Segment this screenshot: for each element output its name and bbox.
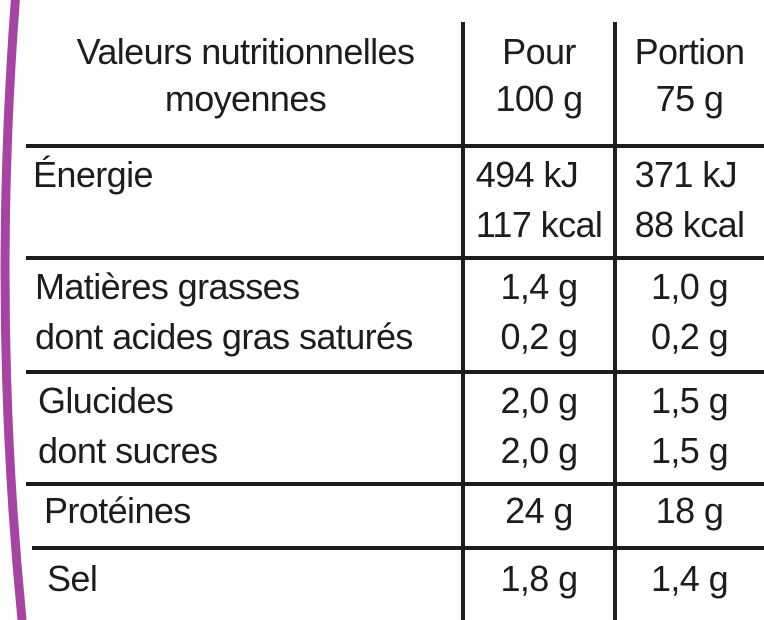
table-row-matieres-grasses: Matières grasses dont acides gras saturé… xyxy=(28,256,764,370)
row-label: Énergie xyxy=(33,154,153,195)
row-sublabel: dont acides gras saturés xyxy=(35,316,413,357)
header-label-cell: Valeurs nutritionnelles moyennes xyxy=(28,0,463,144)
nutrition-table: Valeurs nutritionnelles moyennes Pour 10… xyxy=(28,0,764,620)
row-label-cell: Protéines xyxy=(28,482,463,546)
column-separator-rule xyxy=(613,22,617,620)
table-header-row: Valeurs nutritionnelles moyennes Pour 10… xyxy=(28,0,764,144)
row-label-cell: Sel xyxy=(28,546,463,620)
row-label-cell: Énergie xyxy=(28,144,463,256)
row-label-cell: Matières grasses dont acides gras saturé… xyxy=(28,256,463,370)
value-per100: 1,4 g xyxy=(500,266,578,307)
row-label: Sel xyxy=(47,558,98,599)
value-per100-sub: 0,2 g xyxy=(500,316,578,357)
row-separator-rule xyxy=(32,546,764,550)
header-portion-cell: Portion 75 g xyxy=(615,0,764,144)
value-portion-sub: 0,2 g xyxy=(650,316,729,357)
value-portion-sub: 1,5 g xyxy=(650,430,729,471)
row-label-cell: Glucides dont sucres xyxy=(28,370,463,482)
value-portion: 1,0 g xyxy=(650,266,729,307)
header-per100-line2: 100 g xyxy=(495,78,583,119)
header-per100-cell: Pour 100 g xyxy=(463,0,615,144)
value-per100-kj: 494 kJ xyxy=(475,154,579,195)
row-per100-cell: 494 kJ 117 kcal xyxy=(463,144,615,256)
header-title-line2: moyennes xyxy=(164,78,327,119)
value-portion: 1,5 g xyxy=(650,380,729,421)
row-portion-cell: 1,4 g xyxy=(615,546,764,620)
row-separator-rule xyxy=(26,370,764,374)
header-underline-rule xyxy=(26,144,764,148)
row-portion-cell: 18 g xyxy=(615,482,764,546)
row-sublabel: dont sucres xyxy=(38,430,218,471)
table-row-proteines: Protéines 24 g 18 g xyxy=(28,482,764,546)
header-per100-line1: Pour xyxy=(502,31,576,72)
header-portion-line1: Portion xyxy=(634,31,745,72)
row-label: Glucides xyxy=(38,380,174,421)
header-title-line1: Valeurs nutritionnelles xyxy=(76,31,415,72)
row-portion-cell: 1,0 g 0,2 g xyxy=(615,256,764,370)
header-portion-line2: 75 g xyxy=(655,78,724,119)
value-per100-kcal: 117 kcal xyxy=(475,204,603,245)
row-label: Matières grasses xyxy=(35,266,300,307)
column-separator-rule xyxy=(461,22,465,620)
row-label: Protéines xyxy=(44,490,191,531)
row-separator-rule xyxy=(26,482,764,486)
table-row-energie: Énergie 494 kJ 117 kcal 371 kJ 88 kcal xyxy=(28,144,764,256)
row-per100-cell: 24 g xyxy=(463,482,615,546)
table-row-sel: Sel 1,8 g 1,4 g xyxy=(28,546,764,620)
value-per100: 2,0 g xyxy=(500,380,578,421)
value-per100: 1,8 g xyxy=(500,558,578,599)
table-row-glucides: Glucides dont sucres 2,0 g 2,0 g 1,5 g 1… xyxy=(28,370,764,482)
row-portion-cell: 371 kJ 88 kcal xyxy=(615,144,764,256)
value-portion-kj: 371 kJ xyxy=(634,154,738,195)
value-per100: 24 g xyxy=(505,490,573,531)
row-portion-cell: 1,5 g 1,5 g xyxy=(615,370,764,482)
row-separator-rule xyxy=(26,256,764,260)
row-per100-cell: 2,0 g 2,0 g xyxy=(463,370,615,482)
value-per100-sub: 2,0 g xyxy=(500,430,578,471)
row-per100-cell: 1,4 g 0,2 g xyxy=(463,256,615,370)
value-portion: 1,4 g xyxy=(650,558,729,599)
value-portion-kcal: 88 kcal xyxy=(634,204,745,245)
value-portion: 18 g xyxy=(655,490,724,531)
row-per100-cell: 1,8 g xyxy=(463,546,615,620)
